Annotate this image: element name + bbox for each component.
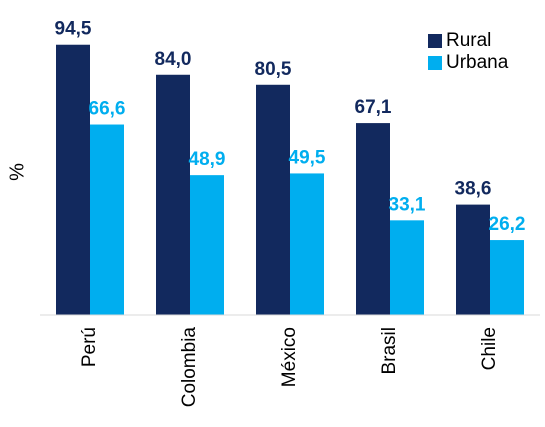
legend-swatch: [428, 34, 442, 48]
value-label: 33,1: [389, 194, 426, 215]
legend-label: Urbana: [446, 52, 509, 73]
bar: [156, 74, 190, 315]
x-tick-label: Colombia: [179, 327, 200, 408]
legend-swatch: [428, 56, 442, 70]
value-label: 80,5: [255, 59, 292, 80]
bar: [456, 204, 490, 315]
value-label: 49,5: [289, 147, 326, 168]
value-label: 67,1: [355, 97, 392, 118]
value-label: 26,2: [489, 214, 526, 235]
legend-label: Rural: [446, 30, 491, 51]
value-label: 66,6: [89, 99, 126, 120]
bar: [290, 173, 324, 315]
x-tick-label: México: [279, 327, 300, 387]
bar: [190, 175, 224, 315]
bar: [56, 44, 90, 315]
bar: [490, 240, 524, 315]
value-label: 48,9: [189, 149, 226, 170]
x-tick-label: Brasil: [379, 327, 400, 375]
value-label: 38,6: [455, 179, 492, 200]
x-tick-label: Perú: [79, 327, 100, 367]
x-tick-label: Chile: [479, 327, 500, 370]
bar: [356, 123, 390, 316]
value-label: 84,0: [155, 49, 192, 70]
bar: [390, 220, 424, 315]
bar: [90, 124, 124, 315]
value-label: 94,5: [55, 19, 92, 40]
bar: [256, 84, 290, 316]
y-axis-label: %: [6, 163, 28, 181]
